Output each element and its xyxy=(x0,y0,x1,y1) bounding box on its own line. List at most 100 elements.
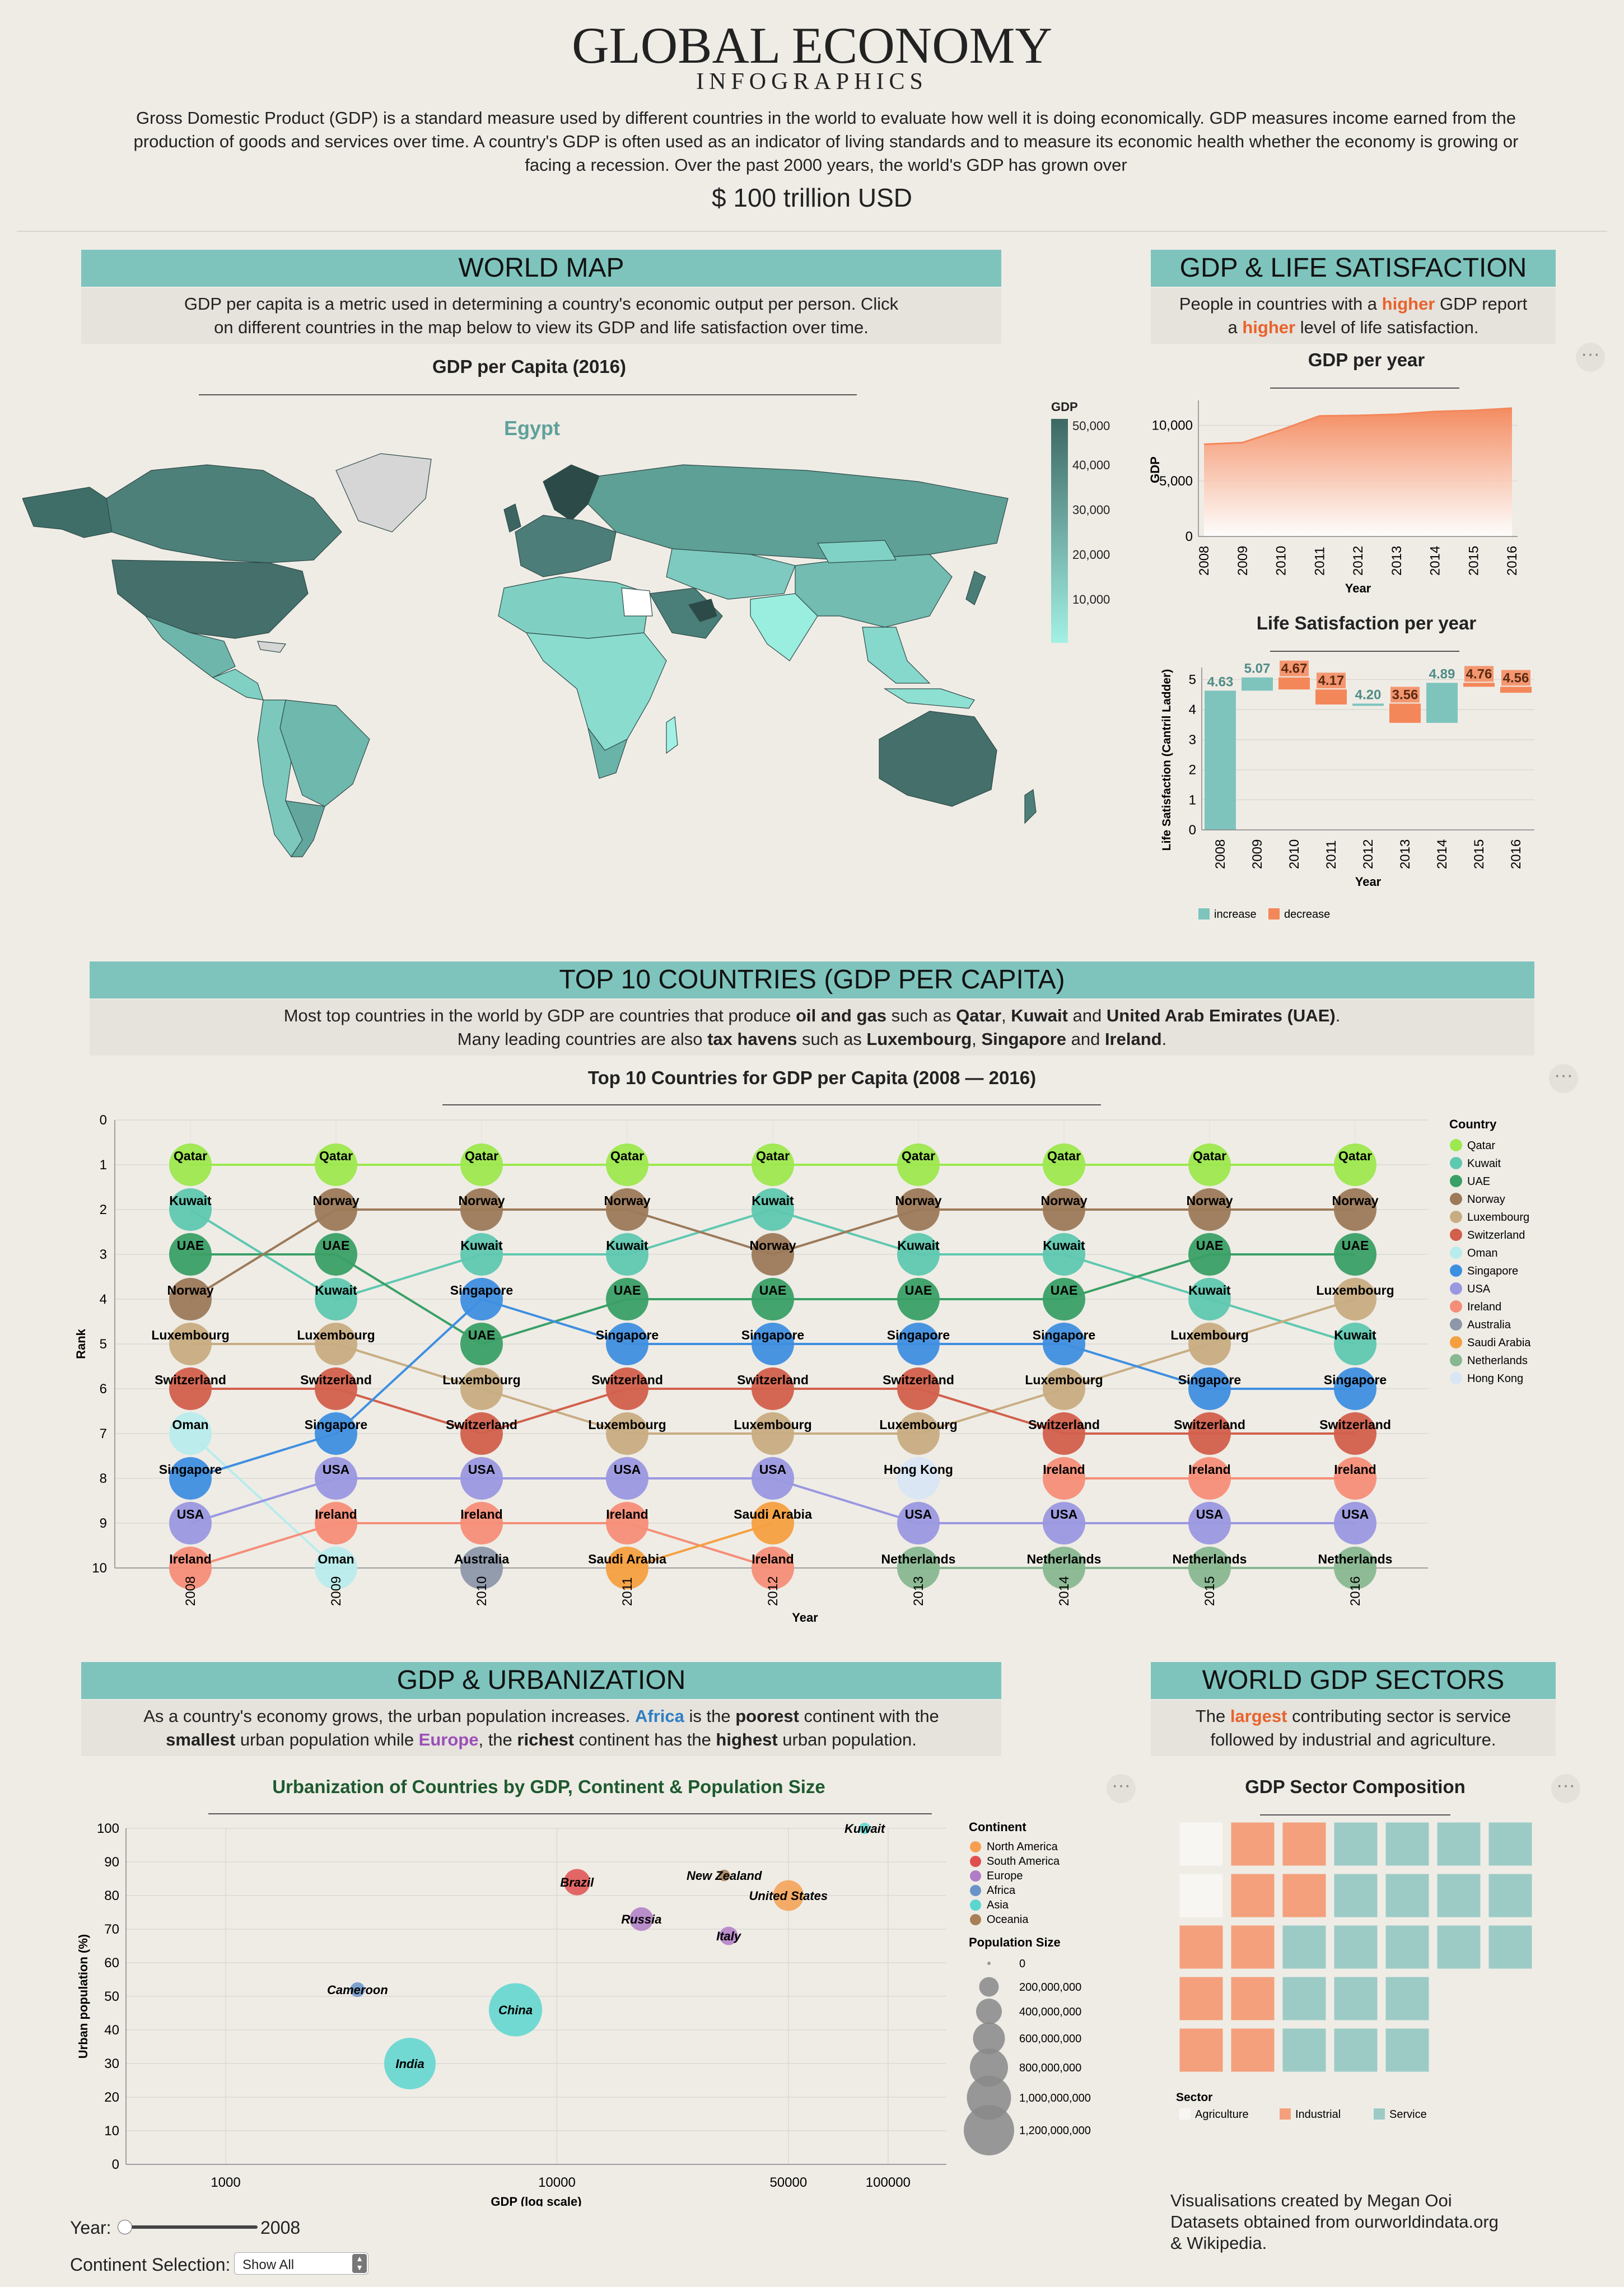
map-country-indonesia[interactable] xyxy=(883,688,975,709)
map-country-central-america[interactable] xyxy=(212,669,264,701)
rank-point-uae[interactable] xyxy=(315,1233,357,1276)
rank-point-switzerland[interactable] xyxy=(315,1367,357,1410)
rank-point-kuwait[interactable] xyxy=(1043,1233,1085,1276)
rank-point-saudi-arabia[interactable] xyxy=(606,1547,648,1589)
rank-legend-label[interactable]: Australia xyxy=(1467,1319,1511,1331)
rank-point-ireland[interactable] xyxy=(752,1547,794,1589)
rank-point-switzerland[interactable] xyxy=(606,1367,648,1410)
scatter-point-russia[interactable] xyxy=(629,1907,654,1931)
waffle-cell-service[interactable] xyxy=(1282,1976,1327,2021)
rank-point-singapore[interactable] xyxy=(315,1412,357,1455)
rank-legend-label[interactable]: Singapore xyxy=(1467,1265,1518,1277)
waffle-cell-industrial[interactable] xyxy=(1230,1976,1275,2021)
rank-point-norway[interactable] xyxy=(315,1188,357,1231)
waffle-cell-industrial[interactable] xyxy=(1282,1873,1327,1918)
rank-point-luxembourg[interactable] xyxy=(752,1412,794,1455)
rank-point-netherlands[interactable] xyxy=(1188,1547,1231,1589)
continent-legend-swatch[interactable] xyxy=(970,1870,981,1882)
continent-legend-label[interactable]: Africa xyxy=(987,1884,1016,1897)
continent-legend-swatch[interactable] xyxy=(970,1899,981,1911)
rank-point-oman[interactable] xyxy=(315,1547,357,1589)
continent-select[interactable]: Show All ▲ ▼ xyxy=(234,2252,368,2275)
map-country-alaska[interactable] xyxy=(22,487,113,538)
rank-legend-label[interactable]: Netherlands xyxy=(1467,1355,1528,1367)
map-country-brazil[interactable] xyxy=(279,699,370,807)
waffle-cell-service[interactable] xyxy=(1385,2028,1430,2073)
rank-point-ireland[interactable] xyxy=(169,1547,212,1589)
rank-point-qatar[interactable] xyxy=(752,1144,794,1186)
rank-point-netherlands[interactable] xyxy=(897,1547,940,1589)
waffle-cell-service[interactable] xyxy=(1333,1925,1378,1969)
rank-point-norway[interactable] xyxy=(606,1188,648,1231)
rank-legend-label[interactable]: Qatar xyxy=(1467,1140,1495,1152)
waffle-cell-service[interactable] xyxy=(1488,1925,1533,1969)
rank-point-norway[interactable] xyxy=(752,1233,794,1276)
rank-legend-label[interactable]: Hong Kong xyxy=(1467,1373,1523,1385)
rank-point-uae[interactable] xyxy=(460,1323,503,1365)
waffle-cell-service[interactable] xyxy=(1333,1873,1378,1918)
rank-legend-swatch[interactable] xyxy=(1450,1193,1462,1205)
rank-legend-label[interactable]: Norway xyxy=(1467,1193,1505,1206)
rank-point-ireland[interactable] xyxy=(606,1502,648,1544)
rank-point-switzerland[interactable] xyxy=(1043,1412,1085,1455)
waffle-cell-service[interactable] xyxy=(1282,1925,1327,1969)
continent-legend-label[interactable]: Oceania xyxy=(987,1913,1029,1926)
rank-point-usa[interactable] xyxy=(1043,1502,1085,1544)
sectors-chart-menu-button[interactable]: ··· xyxy=(1551,1774,1580,1803)
rank-legend-label[interactable]: Ireland xyxy=(1467,1301,1501,1313)
rank-point-qatar[interactable] xyxy=(606,1144,648,1186)
rank-point-ireland[interactable] xyxy=(1188,1457,1231,1500)
urban-chart-menu-button[interactable]: ··· xyxy=(1107,1774,1136,1803)
map-country-gulf-states[interactable] xyxy=(688,599,717,622)
rank-point-uae[interactable] xyxy=(606,1278,648,1320)
waffle-cell-industrial[interactable] xyxy=(1179,1925,1224,1969)
waffle-cell-agriculture[interactable] xyxy=(1179,1873,1224,1918)
rank-legend-label[interactable]: USA xyxy=(1467,1283,1491,1295)
rank-point-qatar[interactable] xyxy=(897,1144,940,1186)
waffle-cell-industrial[interactable] xyxy=(1230,1873,1275,1918)
rank-point-oman[interactable] xyxy=(169,1412,212,1455)
continent-legend-label[interactable]: Europe xyxy=(987,1870,1023,1882)
rank-point-norway[interactable] xyxy=(169,1278,212,1320)
rank-legend-label[interactable]: Oman xyxy=(1467,1247,1497,1259)
rank-point-norway[interactable] xyxy=(1188,1188,1231,1231)
rank-point-usa[interactable] xyxy=(169,1502,212,1544)
rank-point-kuwait[interactable] xyxy=(606,1233,648,1276)
rank-point-uae[interactable] xyxy=(1334,1233,1376,1276)
rank-legend-swatch[interactable] xyxy=(1450,1318,1462,1331)
top10-chart-menu-button[interactable]: ··· xyxy=(1549,1064,1578,1093)
waffle-cell-service[interactable] xyxy=(1282,2028,1327,2073)
rank-legend-swatch[interactable] xyxy=(1450,1336,1462,1348)
map-country-australia[interactable] xyxy=(879,711,997,807)
rank-point-switzerland[interactable] xyxy=(1334,1412,1376,1455)
waffle-cell-agriculture[interactable] xyxy=(1179,1822,1224,1866)
rank-legend-swatch[interactable] xyxy=(1450,1372,1462,1384)
scatter-point-italy[interactable] xyxy=(719,1926,738,1945)
rank-point-luxembourg[interactable] xyxy=(1043,1367,1085,1410)
rank-point-qatar[interactable] xyxy=(315,1144,357,1186)
rank-point-saudi-arabia[interactable] xyxy=(752,1502,794,1544)
rank-point-norway[interactable] xyxy=(1334,1188,1376,1231)
map-country-mongolia[interactable] xyxy=(816,540,897,563)
rank-point-luxembourg[interactable] xyxy=(315,1323,357,1365)
rank-point-norway[interactable] xyxy=(897,1188,940,1231)
map-country-canada[interactable] xyxy=(106,464,342,563)
rank-legend-swatch[interactable] xyxy=(1450,1175,1462,1187)
rank-point-luxembourg[interactable] xyxy=(460,1367,503,1410)
map-country-arabia[interactable] xyxy=(649,587,723,639)
map-country-mexico[interactable] xyxy=(144,615,236,678)
rank-point-luxembourg[interactable] xyxy=(169,1323,212,1365)
continent-legend-swatch[interactable] xyxy=(970,1885,981,1896)
waffle-cell-service[interactable] xyxy=(1488,1873,1533,1918)
rank-legend-label[interactable]: Saudi Arabia xyxy=(1467,1337,1531,1349)
rank-point-singapore[interactable] xyxy=(897,1323,940,1365)
map-country-iran-central-asia[interactable] xyxy=(666,548,796,600)
rank-legend-swatch[interactable] xyxy=(1450,1247,1462,1259)
scatter-point-brazil[interactable] xyxy=(563,1869,590,1896)
year-slider[interactable] xyxy=(118,2220,258,2234)
map-country-southeast-asia[interactable] xyxy=(862,627,931,684)
rank-point-luxembourg[interactable] xyxy=(1334,1278,1376,1320)
map-country-uk[interactable] xyxy=(503,503,521,533)
rank-point-luxembourg[interactable] xyxy=(1188,1323,1231,1365)
waffle-cell-service[interactable] xyxy=(1385,1976,1430,2021)
